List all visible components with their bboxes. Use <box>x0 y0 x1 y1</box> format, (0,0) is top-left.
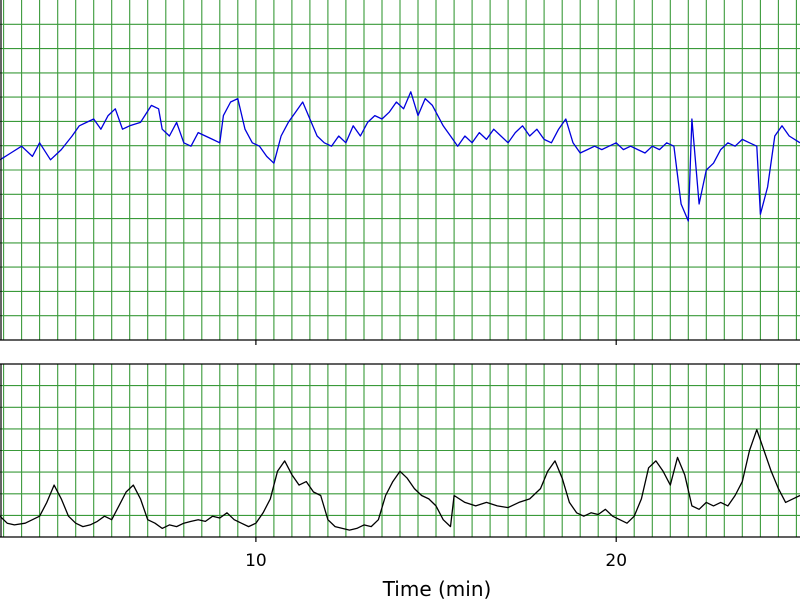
bottom-panel-ticks: 10 20 <box>245 537 627 571</box>
x-tick-label: 20 <box>605 551 627 571</box>
bottom-panel-series <box>0 429 800 531</box>
top-panel <box>0 0 800 345</box>
bottom-panel: 10 20 <box>0 363 800 571</box>
x-axis-label: Time (min) <box>382 577 492 600</box>
top-panel-ticks <box>255 340 617 345</box>
bottom-panel-grid <box>0 364 800 537</box>
bottom-series-line-0 <box>0 429 800 531</box>
x-tick-label: 10 <box>245 551 267 571</box>
top-series-line-0 <box>0 91 800 222</box>
top-panel-grid <box>0 0 800 340</box>
top-panel-series <box>0 91 800 222</box>
